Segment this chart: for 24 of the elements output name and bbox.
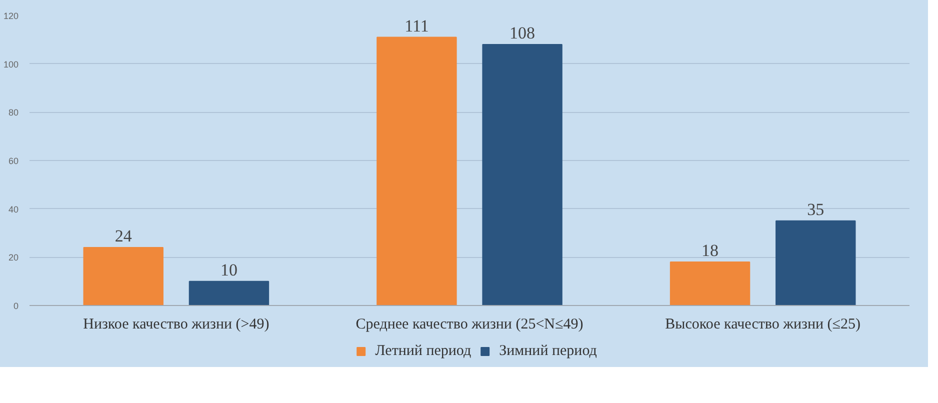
y-tick-label: 100 bbox=[3, 59, 19, 70]
x-tick-label: Высокое качество жизни (≤25) bbox=[665, 316, 861, 332]
data-label: 108 bbox=[510, 24, 536, 42]
bar bbox=[776, 220, 856, 306]
legend-label: Зимний период bbox=[499, 342, 597, 360]
y-tick-label: 0 bbox=[13, 301, 19, 311]
x-tick-label: Среднее качество жизни (25<N≤49) bbox=[356, 316, 584, 332]
data-label: 24 bbox=[114, 226, 132, 246]
y-tick-label: 20 bbox=[8, 252, 19, 263]
bar bbox=[482, 44, 562, 306]
y-tick-label: 120 bbox=[3, 11, 19, 21]
data-label: 35 bbox=[807, 200, 824, 219]
bar bbox=[376, 36, 457, 306]
legend-label: Летний период bbox=[375, 342, 472, 360]
data-label: 18 bbox=[702, 241, 719, 260]
x-tick-label: Низкое качество жизни (>49) bbox=[83, 316, 270, 332]
y-tick-label: 80 bbox=[8, 108, 19, 118]
y-tick-label: 40 bbox=[8, 204, 19, 214]
bar bbox=[670, 262, 750, 306]
data-label: 111 bbox=[404, 16, 429, 36]
bar bbox=[188, 280, 270, 306]
data-label: 10 bbox=[220, 260, 238, 280]
bar bbox=[83, 247, 164, 306]
y-tick-label: 60 bbox=[8, 156, 19, 166]
